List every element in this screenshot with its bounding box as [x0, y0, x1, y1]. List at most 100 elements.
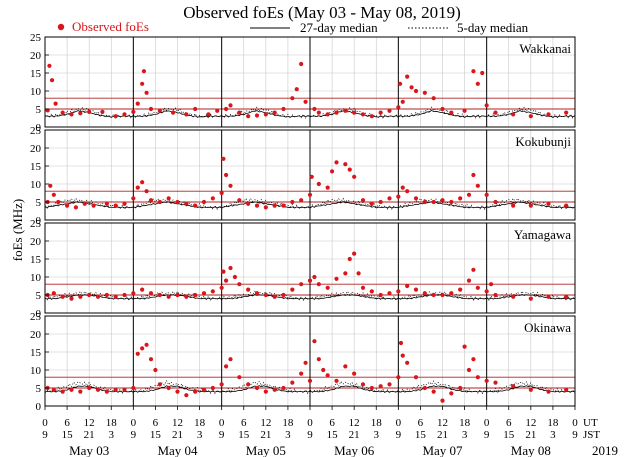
observed-point: [228, 265, 233, 271]
jst-tick-label: 3: [550, 429, 556, 441]
observed-point: [440, 398, 445, 403]
day-label: May 07: [422, 443, 463, 457]
observed-point: [422, 90, 427, 95]
observed-point: [175, 199, 180, 205]
observed-point: [153, 367, 158, 373]
observed-point: [546, 112, 551, 117]
observed-point: [475, 81, 480, 86]
observed-point: [221, 156, 226, 161]
observed-point: [458, 385, 463, 391]
ut-tick-label: 12: [84, 417, 95, 429]
day-label: May 04: [157, 443, 198, 457]
observed-point: [113, 387, 118, 392]
legend-observed-label: Observed foEs: [72, 19, 149, 34]
observed-point: [484, 378, 489, 383]
observed-point: [299, 61, 304, 67]
observed-point: [219, 285, 224, 290]
observed-point: [254, 291, 260, 296]
observed-point: [290, 380, 295, 385]
observed-point: [325, 285, 330, 290]
observed-point: [307, 278, 313, 283]
observed-point: [157, 108, 162, 113]
observed-point: [396, 375, 401, 380]
observed-point: [431, 96, 436, 101]
y-tick-label: 0: [36, 215, 42, 227]
y-tick-label: 5: [36, 197, 42, 209]
observed-point: [131, 385, 136, 391]
observed-point: [193, 203, 198, 208]
observed-point: [307, 192, 313, 197]
y-tick-label: 10: [30, 272, 42, 284]
median-5day-line: [44, 197, 576, 211]
y-tick-label: 10: [30, 179, 42, 191]
observed-point: [396, 194, 401, 199]
observed-point: [135, 101, 140, 106]
observed-point: [228, 357, 233, 362]
observed-point: [221, 269, 226, 274]
observed-point: [334, 160, 339, 165]
observed-point: [141, 69, 147, 74]
observed-point: [184, 112, 189, 117]
observed-point: [493, 110, 498, 115]
observed-point: [299, 371, 304, 376]
observed-point: [184, 201, 189, 206]
observed-point: [95, 294, 101, 299]
observed-point: [48, 183, 53, 188]
observed-point: [64, 203, 70, 208]
ut-tick-label: 6: [506, 417, 512, 429]
observed-point: [166, 196, 171, 201]
observed-point: [113, 294, 118, 299]
jst-tick-label: 3: [109, 429, 115, 441]
observed-point: [564, 203, 569, 208]
observed-point: [466, 278, 472, 283]
observed-point: [51, 387, 56, 392]
observed-point: [462, 108, 467, 113]
observed-point: [131, 196, 136, 201]
observed-point: [246, 201, 251, 206]
observed-point: [312, 106, 317, 112]
observed-point: [475, 285, 480, 290]
observed-point: [471, 357, 476, 362]
observed-point: [449, 199, 454, 205]
observed-point: [290, 199, 295, 205]
chart-title: Observed foEs (May 03 - May 08, 2019): [183, 3, 461, 22]
observed-point: [193, 292, 198, 298]
jst-tick-label: 9: [396, 429, 402, 441]
observed-point: [488, 282, 494, 287]
observed-point: [458, 196, 463, 201]
ut-tick-label: 12: [437, 417, 448, 429]
observed-point: [219, 382, 224, 387]
observed-point: [511, 294, 516, 299]
observed-point: [104, 292, 109, 298]
y-tick-label: 5: [36, 383, 42, 395]
ut-tick-label: 18: [459, 417, 471, 429]
ut-tick-label: 0: [396, 417, 402, 429]
observed-point: [294, 87, 299, 92]
observed-point: [135, 351, 140, 356]
jst-tick-label: 9: [42, 429, 48, 441]
observed-point: [360, 112, 366, 117]
observed-point: [104, 389, 109, 394]
jst-tick-label: 15: [238, 429, 250, 441]
jst-axis-label: JST: [583, 429, 600, 441]
ut-tick-label: 18: [547, 417, 559, 429]
observed-point: [140, 287, 145, 292]
observed-point: [73, 205, 79, 210]
observed-point: [528, 387, 533, 392]
observed-point: [409, 85, 414, 90]
observed-point: [78, 111, 83, 116]
jst-tick-label: 3: [197, 429, 203, 441]
observed-point: [91, 203, 96, 208]
observed-point: [480, 70, 485, 76]
ut-tick-label: 18: [371, 417, 383, 429]
ut-tick-label: 12: [349, 417, 360, 429]
observed-point: [122, 387, 127, 392]
observed-point: [272, 110, 277, 115]
observed-point: [316, 282, 321, 287]
observed-point: [405, 360, 410, 365]
observed-point: [237, 375, 242, 380]
observed-point: [272, 203, 277, 208]
observed-point: [157, 199, 162, 205]
observed-point: [475, 375, 480, 380]
observed-point: [237, 110, 242, 115]
